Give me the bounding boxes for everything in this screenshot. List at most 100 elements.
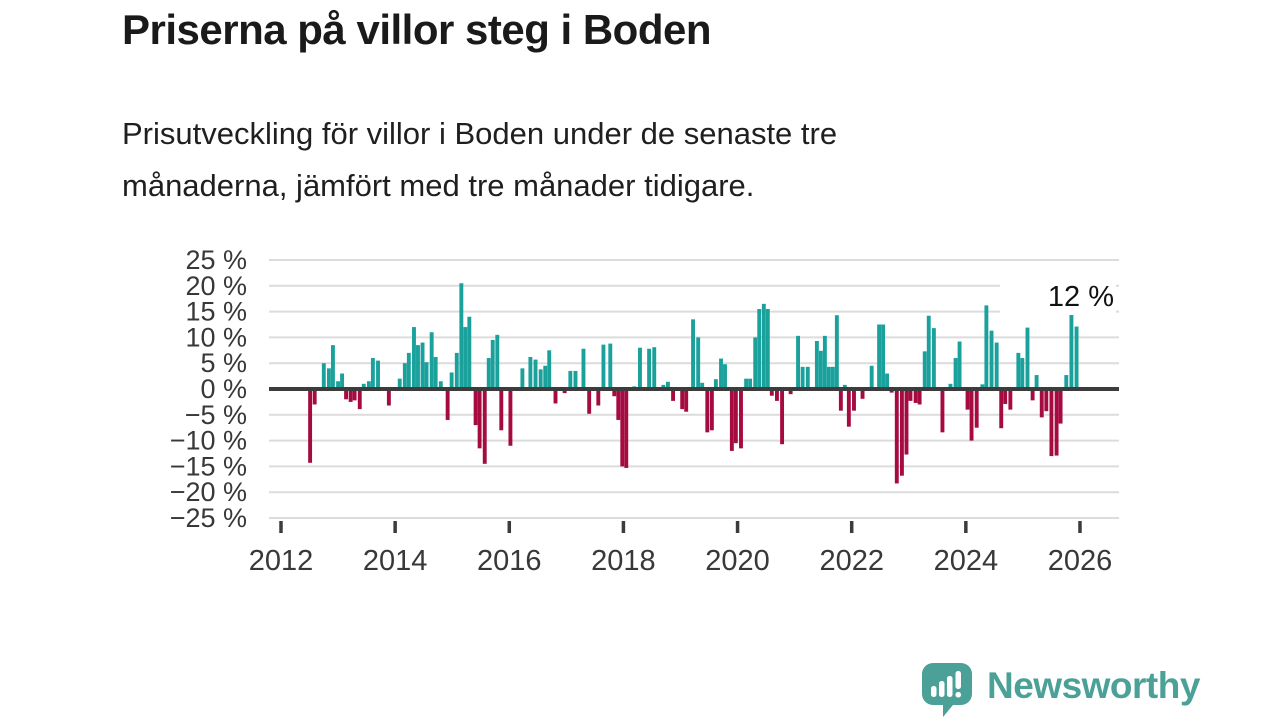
bar <box>984 305 989 389</box>
bar <box>852 389 856 411</box>
bar <box>665 381 670 389</box>
bar <box>499 389 504 431</box>
bar <box>376 360 380 389</box>
bar <box>562 389 567 394</box>
page-title: Priserna på villor steg i Boden <box>122 6 712 53</box>
subtitle-line-1: Prisutveckling för villor i Boden under … <box>122 116 838 151</box>
bar <box>352 389 357 401</box>
bar <box>1003 389 1008 404</box>
bar <box>438 381 443 389</box>
bar-chart-glyph <box>931 676 953 697</box>
y-axis-label: −20 % <box>170 477 247 507</box>
bar <box>361 383 366 389</box>
bar <box>729 389 734 451</box>
bar <box>931 328 936 389</box>
bar <box>1069 314 1074 389</box>
bar <box>661 384 666 389</box>
bar <box>652 347 657 389</box>
bar <box>486 358 491 389</box>
x-axis-label: 2026 <box>1048 545 1113 577</box>
y-axis-label: −15 % <box>170 451 247 481</box>
x-axis-label: 2022 <box>819 545 884 577</box>
bar <box>370 358 375 389</box>
bar <box>860 389 865 399</box>
bar <box>495 334 500 389</box>
bar <box>340 373 345 389</box>
bar <box>748 378 753 389</box>
bar <box>713 379 718 389</box>
x-axis-label: 2012 <box>249 545 314 577</box>
bar <box>424 362 429 389</box>
bar <box>312 389 317 405</box>
bar <box>805 366 810 389</box>
y-axis-label: 15 % <box>185 297 247 327</box>
subtitle-line-2: månaderna, jämfört med tre månader tidig… <box>122 168 755 203</box>
bar <box>397 378 402 389</box>
bar <box>769 389 774 396</box>
bar <box>684 389 689 412</box>
bar <box>348 389 353 402</box>
bar <box>822 335 827 389</box>
bar <box>538 369 543 389</box>
bar <box>881 324 886 389</box>
bar <box>406 352 411 389</box>
bar <box>838 389 843 411</box>
bar <box>922 351 927 389</box>
bar <box>691 319 695 389</box>
bar <box>490 339 495 389</box>
bar <box>796 335 801 389</box>
bar <box>459 283 464 389</box>
bar <box>671 389 676 401</box>
bar <box>420 342 425 389</box>
bar <box>1008 389 1013 410</box>
bar <box>596 389 601 406</box>
bar <box>647 348 652 389</box>
y-axis-label: −25 % <box>170 503 247 533</box>
bar <box>917 389 922 405</box>
bar <box>601 344 606 389</box>
bar <box>508 389 513 446</box>
bar <box>357 389 362 410</box>
bar <box>616 389 621 420</box>
bar <box>445 389 450 420</box>
newsworthy-logo: Newsworthy <box>922 663 1200 717</box>
bar <box>344 389 349 400</box>
x-axis-label: 2020 <box>705 545 770 577</box>
bar <box>753 337 758 389</box>
latest-value-annotation: 12 % <box>1000 280 1116 315</box>
bar <box>974 389 979 428</box>
bar <box>1020 358 1025 389</box>
y-axis-label: 0 % <box>200 374 247 404</box>
bar <box>638 347 642 389</box>
bar <box>402 363 407 389</box>
bar <box>587 389 592 414</box>
x-axis-label: 2016 <box>477 545 542 577</box>
bar <box>1030 389 1035 401</box>
bar <box>869 365 874 389</box>
newsworthy-logo-icon <box>922 663 972 717</box>
bar <box>386 389 391 406</box>
bar <box>553 389 558 404</box>
bar <box>1016 352 1021 389</box>
bar <box>723 364 727 389</box>
bar <box>412 327 416 389</box>
bar <box>989 330 994 389</box>
bar <box>705 389 710 433</box>
bar <box>980 384 985 389</box>
bar <box>473 389 478 426</box>
bar <box>940 389 945 433</box>
y-axis-label: −10 % <box>170 426 247 456</box>
bar <box>969 389 974 441</box>
y-axis-label: 10 % <box>185 322 247 352</box>
y-axis-label: 5 % <box>200 348 247 378</box>
bar <box>774 389 779 401</box>
bar <box>620 389 625 467</box>
bar <box>894 389 899 484</box>
bar <box>533 359 538 389</box>
bar <box>454 352 459 389</box>
bar <box>573 370 578 389</box>
bar <box>463 327 468 389</box>
bar <box>1044 389 1049 412</box>
bar <box>416 345 420 389</box>
bar <box>568 370 573 389</box>
